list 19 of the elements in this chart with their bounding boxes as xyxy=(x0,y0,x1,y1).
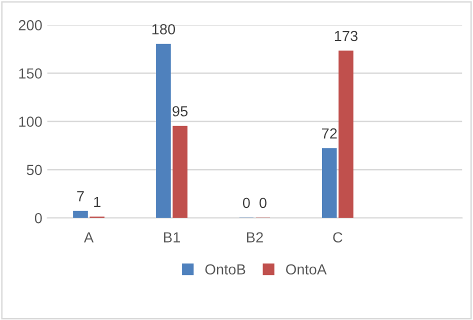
data-label: 72 xyxy=(322,128,337,138)
x-tick-label: B2 xyxy=(246,232,263,242)
data-label: 180 xyxy=(152,24,176,34)
y-tick-label: 100 xyxy=(19,116,42,127)
data-label: 7 xyxy=(77,191,84,202)
data-label: 1 xyxy=(94,196,100,207)
x-tick-label: A xyxy=(84,232,94,242)
y-tick-label: 0 xyxy=(34,213,42,224)
x-tick-label: B1 xyxy=(164,232,180,242)
y-tick-label: 50 xyxy=(26,164,42,176)
data-label: 95 xyxy=(172,106,188,116)
y-tick-label: 150 xyxy=(19,68,42,79)
x-tick-label: C xyxy=(333,232,342,243)
data-label: 0 xyxy=(242,198,250,208)
legend-label: OntoB xyxy=(205,264,246,275)
y-tick-label: 200 xyxy=(18,20,42,30)
data-label: 0 xyxy=(260,198,266,208)
legend-label: OntoA xyxy=(286,264,327,275)
data-label: 173 xyxy=(334,30,358,42)
